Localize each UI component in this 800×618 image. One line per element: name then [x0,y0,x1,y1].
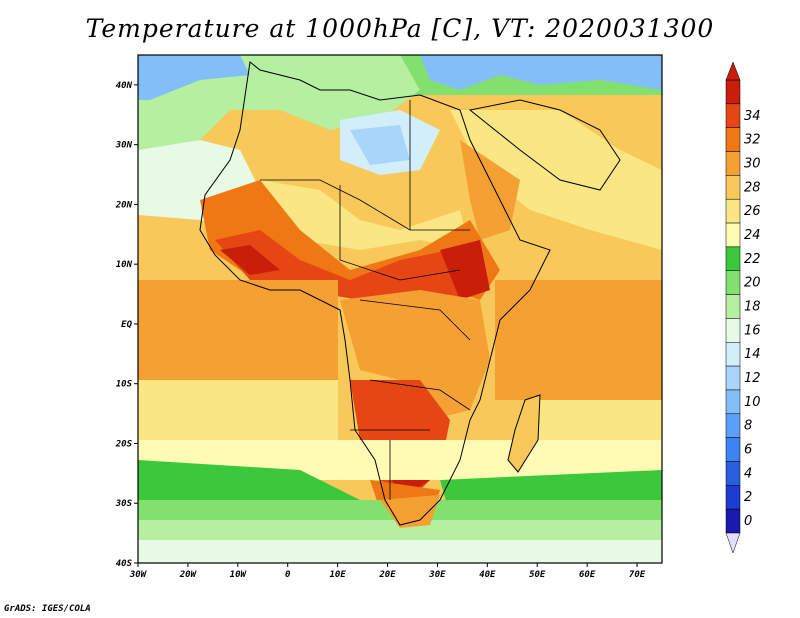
lat-tick-label: 10S [116,380,133,390]
map-frame [137,54,663,564]
colorbar-bin [725,175,741,200]
lat-tick-label: 40N [116,81,133,91]
colorbar-bin [725,294,741,319]
colorbar-label: 16 [744,323,761,338]
colorbar-label: 34 [744,109,761,124]
colorbar-bin [725,151,741,176]
colorbar-label: 32 [744,133,761,148]
colorbar-label: 10 [744,395,761,410]
lon-tick-label: 30E [428,570,446,580]
lat-tick-label: 30N [115,141,133,151]
colorbar-label: 12 [744,371,761,386]
lat-tick-label: 20N [115,200,133,210]
colorbar-bin [725,127,741,152]
colorbar-bin [725,103,741,128]
colorbar-label: 24 [744,228,761,243]
lat-tick-label: 10N [116,260,133,270]
colorbar-bin [725,198,741,224]
colorbar-bin [725,79,741,105]
colorbar-bin [725,318,741,343]
colorbar-label: 2 [744,490,752,505]
grads-credit: GrADS: IGES/COLA [4,604,91,614]
lon-tick-label: 60E [579,570,596,580]
lon-tick-label: 10E [329,570,346,580]
lat-tick-label: 20S [115,439,133,449]
colorbar-label: 28 [744,180,761,195]
lon-tick-label: 20E [378,570,396,580]
colorbar-label: 14 [744,347,761,362]
colorbar-label: 22 [744,252,761,267]
longitude-ticks: 30W 20W 10W 0 10E 20E 30E 40E 50E 60E 70E [129,563,646,580]
colorbar-label: 0 [744,514,752,529]
colorbar-label: 26 [744,204,761,219]
colorbar-bin [725,365,741,391]
colorbar-bin [725,485,741,510]
lon-tick-label: 10W [230,570,248,580]
colorbar-label: 4 [744,466,752,481]
colorbar-label: 20 [744,276,761,291]
lon-tick-label: 70E [629,570,646,580]
lon-tick-label: 50E [529,570,546,580]
lat-tick-label: EQ [121,320,132,330]
colorbar-bin [725,246,741,271]
lon-tick-label: 20W [179,570,198,580]
colorbar-bin [725,270,741,295]
colorbar-bin [725,461,741,486]
coastlines [199,61,621,526]
colorbar-bin [725,222,741,248]
colorbar-label: 18 [744,300,761,315]
colorbar-label: 6 [744,443,752,458]
colorbar-bin [725,437,741,462]
colorbar-bin [725,389,741,415]
lon-tick-label: 30W [129,570,148,580]
colorbar-over-arrow [725,61,741,81]
lat-tick-label: 40S [116,559,133,569]
colorbar-bin [725,413,741,438]
lon-tick-label: 40E [479,570,496,580]
colorbar-bin [725,342,741,367]
colorbar-under-arrow [725,532,741,554]
map-title: Temperature at 1000hPa [C], VT: 20200313… [85,14,715,43]
colorbar-label: 8 [744,419,752,434]
country-borders [260,100,471,500]
lon-tick-label: 0 [285,570,291,580]
latitude-ticks: 40N 30N 20N 10N EQ 10S 20S 30S 40S [115,81,138,569]
temperature-field [138,55,662,563]
lat-tick-label: 30S [115,499,133,509]
colorbar-label: 30 [744,156,761,171]
colorbar-bin [725,508,741,534]
